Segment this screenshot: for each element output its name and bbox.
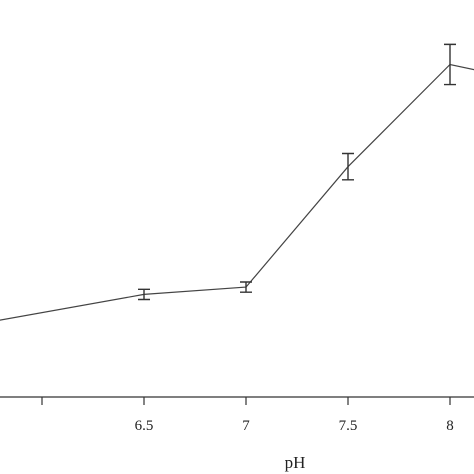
error-bar (240, 281, 252, 293)
series-line (0, 63, 474, 321)
error-bar (342, 152, 354, 181)
error-bar (138, 288, 150, 301)
x-tick-labels: 6.5 7 7.5 8 (135, 418, 454, 434)
x-axis-label: pH (285, 453, 306, 472)
x-tick-label: 6.5 (135, 418, 154, 434)
x-tick-label: 7 (242, 418, 250, 434)
error-bar (444, 43, 456, 86)
x-tick-label: 8 (446, 418, 454, 434)
x-tick-label: 7.5 (339, 418, 358, 434)
error-bars (138, 43, 456, 301)
x-ticks (41, 397, 451, 405)
